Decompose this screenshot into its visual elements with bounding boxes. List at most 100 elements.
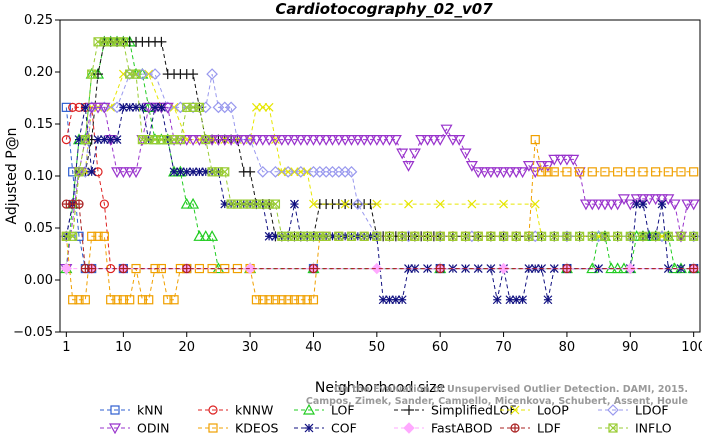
data-point-kdeos	[144, 295, 154, 305]
data-point-inflo	[448, 231, 458, 241]
data-point-loop	[144, 69, 154, 79]
legend-item-odin: ODIN	[100, 421, 170, 434]
data-point-inflo	[663, 231, 673, 241]
legend-item-loop: LoOP	[500, 403, 569, 418]
data-point-odin	[687, 199, 700, 211]
data-point-kdeos	[258, 295, 268, 305]
data-point-odin	[554, 154, 567, 166]
y-tick-label: −0.05	[13, 325, 53, 340]
data-point-inflo	[651, 231, 661, 241]
data-point-kdeos	[163, 295, 173, 305]
data-point-odin	[237, 135, 250, 146]
data-point-odin	[503, 167, 516, 179]
data-point-odin	[465, 161, 478, 172]
data-point-loop	[530, 199, 540, 209]
data-point-odin	[351, 135, 364, 146]
legend-swatch-marker	[607, 404, 619, 416]
data-point-inflo	[536, 231, 547, 241]
data-point-inflo	[220, 167, 230, 177]
legend-item-inflo: INFLO	[598, 421, 672, 434]
data-point-ldof	[149, 68, 161, 80]
data-point-kdeos	[536, 167, 547, 177]
y-axis-label: Adjusted P@n	[4, 127, 20, 224]
data-point-knnw	[68, 102, 78, 112]
data-point-odin	[187, 135, 200, 146]
data-point-odin	[427, 135, 440, 146]
data-point-lof	[206, 230, 219, 241]
y-tick-label: 0.05	[24, 221, 53, 236]
data-point-odin	[358, 135, 371, 146]
legend-item-kdeos: KDEOS	[198, 421, 279, 434]
data-point-kdeos	[93, 231, 103, 241]
legend-label-ldof: LDOF	[635, 403, 669, 418]
data-point-kdeos	[112, 295, 122, 305]
data-point-kdeos	[625, 167, 635, 177]
data-point-simplifiedlof	[188, 69, 199, 80]
data-point-inflo	[175, 135, 185, 145]
data-point-odin	[130, 167, 143, 179]
data-point-kdeos	[169, 295, 179, 305]
y-tick-label: 0.20	[24, 65, 53, 80]
data-point-ldf	[182, 263, 192, 274]
data-point-inflo	[422, 231, 433, 241]
data-point-odin	[294, 135, 307, 146]
data-point-odin	[288, 135, 301, 146]
x-tick-label: 20	[178, 340, 195, 355]
legend-label-knn: kNN	[137, 403, 163, 418]
data-point-cof	[397, 295, 407, 305]
data-point-fastabod	[624, 262, 637, 275]
legend-item-knn: kNN	[100, 403, 163, 418]
data-point-fastabod	[371, 262, 383, 275]
legend-item-simplifiedlof: SimplifiedLOF	[394, 403, 517, 418]
data-point-cof	[638, 199, 648, 209]
legend-label-simplifiedlof: SimplifiedLOF	[431, 403, 517, 418]
y-tick-label: 0.25	[24, 13, 53, 28]
data-point-odin	[421, 135, 434, 146]
data-point-inflo	[511, 231, 521, 241]
data-point-cof	[175, 167, 185, 177]
series-line-knn	[65, 107, 694, 270]
data-point-cof	[290, 199, 299, 209]
data-point-odin	[617, 194, 630, 206]
data-point-inflo	[524, 231, 534, 241]
data-point-odin	[415, 135, 428, 146]
data-point-inflo	[562, 231, 572, 241]
credit-line-reference: On the Evaluation of Unsupervised Outlie…	[334, 384, 688, 395]
data-point-odin	[446, 135, 459, 146]
legend-swatch-marker	[302, 403, 316, 415]
data-point-kdeos	[289, 295, 300, 305]
data-point-odin	[560, 154, 573, 166]
data-point-odin	[649, 194, 662, 206]
series-knnw	[61, 102, 699, 274]
data-point-ldof	[434, 230, 447, 243]
legend-label-inflo: INFLO	[635, 421, 672, 434]
data-point-lof	[180, 197, 193, 209]
data-point-ldof	[136, 68, 149, 80]
data-point-odin	[250, 135, 263, 146]
data-point-cof	[511, 295, 521, 305]
data-point-kdeos	[600, 167, 610, 177]
y-tick-label: 0.15	[24, 117, 53, 132]
data-point-kdeos	[283, 295, 293, 305]
data-point-odin	[484, 167, 497, 179]
credit-line-authors: Campos, Zimek, Sander, Campello, Micenko…	[306, 396, 688, 407]
data-point-knn	[61, 102, 71, 112]
legend-item-lof: LOF	[294, 403, 355, 418]
data-point-kdeos	[613, 167, 623, 177]
data-point-ldof	[294, 165, 307, 178]
data-point-ldof	[123, 68, 136, 80]
series-line-knnw	[65, 106, 694, 270]
data-point-odin	[434, 135, 447, 146]
data-point-odin	[364, 135, 377, 146]
series-odin	[60, 102, 700, 275]
data-point-inflo	[321, 231, 331, 241]
data-point-odin	[662, 194, 675, 206]
data-point-odin	[453, 135, 466, 146]
legend-swatch-marker	[304, 423, 314, 433]
data-point-cof	[156, 102, 166, 112]
data-point-inflo	[435, 231, 445, 241]
data-point-inflo	[613, 231, 623, 241]
data-point-odin	[548, 154, 561, 166]
data-point-odin	[478, 167, 491, 179]
data-point-kdeos	[689, 167, 699, 177]
